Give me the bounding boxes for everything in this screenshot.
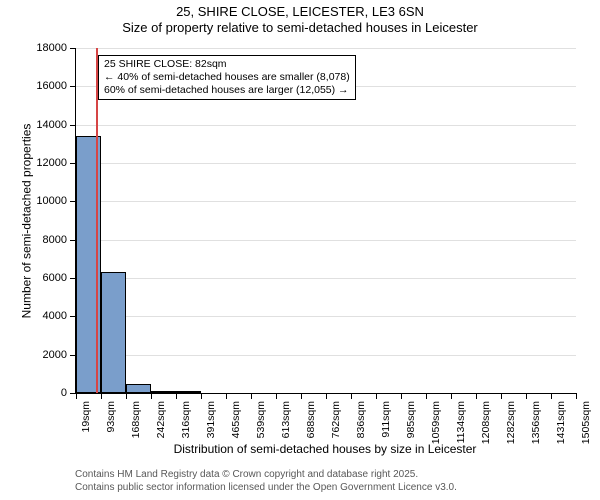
- histogram-bar: [101, 272, 126, 393]
- grid-line: [76, 163, 576, 164]
- histogram-bar: [151, 391, 176, 393]
- x-tick: [501, 393, 502, 399]
- y-tick-label: 16000: [36, 80, 67, 92]
- x-tick: [551, 393, 552, 399]
- x-tick: [126, 393, 127, 399]
- x-tick-label: 1282sqm: [505, 401, 517, 444]
- y-tick-label: 6000: [43, 272, 67, 284]
- x-tick: [401, 393, 402, 399]
- histogram-bar: [176, 391, 201, 393]
- footer-attribution: Contains HM Land Registry data © Crown c…: [75, 469, 457, 494]
- annotation-box: 25 SHIRE CLOSE: 82sqm ← 40% of semi-deta…: [98, 55, 356, 100]
- x-tick: [151, 393, 152, 399]
- x-tick-label: 391sqm: [205, 401, 217, 438]
- x-tick: [351, 393, 352, 399]
- x-tick-label: 1059sqm: [430, 401, 442, 444]
- x-tick-label: 19sqm: [80, 401, 92, 433]
- x-tick-label: 1505sqm: [580, 401, 592, 444]
- x-tick: [576, 393, 577, 399]
- annotation-line1: 25 SHIRE CLOSE: 82sqm: [104, 58, 350, 71]
- x-tick: [251, 393, 252, 399]
- annotation-line3: 60% of semi-detached houses are larger (…: [104, 84, 350, 97]
- y-tick-label: 8000: [43, 234, 67, 246]
- x-tick-label: 465sqm: [230, 401, 242, 438]
- histogram-bar: [126, 384, 151, 393]
- y-tick-label: 14000: [36, 119, 67, 131]
- grid-line: [76, 201, 576, 202]
- x-tick: [326, 393, 327, 399]
- x-tick: [276, 393, 277, 399]
- x-tick: [451, 393, 452, 399]
- y-tick: [70, 86, 76, 87]
- y-tick-label: 10000: [36, 195, 67, 207]
- x-tick-label: 1431sqm: [555, 401, 567, 444]
- x-tick-label: 242sqm: [155, 401, 167, 438]
- x-tick: [301, 393, 302, 399]
- x-tick-label: 911sqm: [380, 401, 392, 438]
- y-tick-label: 0: [61, 387, 67, 399]
- title-line2: Size of property relative to semi-detach…: [0, 20, 600, 36]
- chart-container: 25, SHIRE CLOSE, LEICESTER, LE3 6SN Size…: [0, 0, 600, 500]
- x-tick-label: 985sqm: [405, 401, 417, 438]
- x-tick-label: 836sqm: [355, 401, 367, 438]
- y-tick-label: 2000: [43, 349, 67, 361]
- footer-line2: Contains public sector information licen…: [75, 482, 457, 495]
- x-tick: [426, 393, 427, 399]
- x-tick-label: 1208sqm: [480, 401, 492, 444]
- x-tick: [201, 393, 202, 399]
- grid-line: [76, 355, 576, 356]
- x-tick: [526, 393, 527, 399]
- grid-line: [76, 48, 576, 49]
- title-line1: 25, SHIRE CLOSE, LEICESTER, LE3 6SN: [0, 4, 600, 20]
- grid-line: [76, 240, 576, 241]
- x-tick-label: 688sqm: [305, 401, 317, 438]
- x-tick-label: 1134sqm: [455, 401, 467, 443]
- y-tick-label: 4000: [43, 310, 67, 322]
- x-axis-title: Distribution of semi-detached houses by …: [75, 442, 575, 456]
- x-tick-label: 1356sqm: [530, 401, 542, 444]
- grid-line: [76, 278, 576, 279]
- footer-line1: Contains HM Land Registry data © Crown c…: [75, 469, 457, 482]
- annotation-line2: ← 40% of semi-detached houses are smalle…: [104, 71, 350, 84]
- x-tick: [101, 393, 102, 399]
- y-tick-label: 12000: [36, 157, 67, 169]
- chart-title: 25, SHIRE CLOSE, LEICESTER, LE3 6SN Size…: [0, 4, 600, 37]
- x-tick: [376, 393, 377, 399]
- y-tick: [70, 48, 76, 49]
- y-axis-title: Number of semi-detached properties: [18, 48, 34, 393]
- plot-area: 25 SHIRE CLOSE: 82sqm ← 40% of semi-deta…: [75, 48, 576, 394]
- x-tick-label: 762sqm: [330, 401, 342, 438]
- x-tick: [176, 393, 177, 399]
- x-tick: [226, 393, 227, 399]
- y-tick: [70, 125, 76, 126]
- x-tick-label: 168sqm: [130, 401, 142, 438]
- x-tick-label: 613sqm: [280, 401, 292, 438]
- x-tick-label: 93sqm: [105, 401, 117, 433]
- x-tick: [76, 393, 77, 399]
- x-tick-label: 539sqm: [255, 401, 267, 438]
- grid-line: [76, 125, 576, 126]
- grid-line: [76, 316, 576, 317]
- y-tick-label: 18000: [36, 42, 67, 54]
- x-tick: [476, 393, 477, 399]
- x-tick-label: 316sqm: [180, 401, 192, 438]
